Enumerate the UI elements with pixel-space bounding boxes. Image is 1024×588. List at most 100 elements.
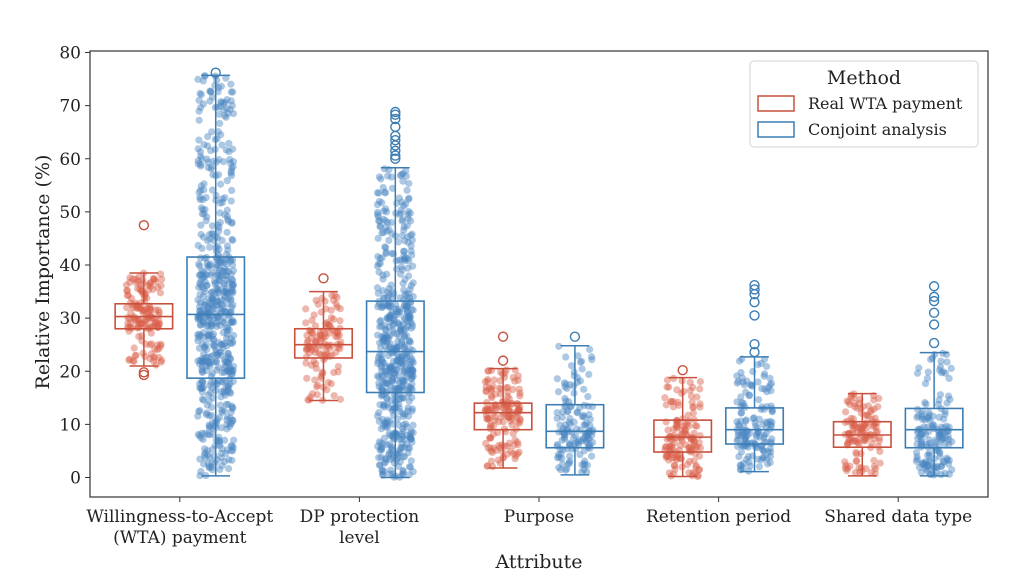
strip-point	[402, 292, 410, 300]
strip-point	[571, 440, 579, 448]
strip-point	[218, 408, 226, 416]
strip-point	[400, 302, 409, 310]
strip-point	[152, 277, 160, 286]
strip-point	[406, 463, 415, 471]
strip-point	[387, 363, 396, 371]
outlier-point	[928, 281, 940, 292]
strip-point	[385, 470, 394, 478]
strip-point	[767, 448, 775, 456]
strip-point	[224, 294, 232, 302]
strip-point	[484, 375, 492, 384]
strip-point	[202, 353, 211, 361]
strip-point	[406, 352, 414, 361]
strip-point	[133, 304, 141, 313]
strip-point	[219, 158, 228, 166]
strip-point	[208, 322, 216, 330]
strip-point	[408, 372, 416, 380]
strip-point	[321, 333, 330, 341]
strip-point	[671, 454, 679, 462]
strip-point	[218, 307, 226, 316]
strip-point	[395, 305, 403, 313]
strip-point	[496, 444, 504, 452]
strip-point	[924, 461, 932, 470]
strip-point	[848, 437, 857, 446]
strip-point	[376, 254, 384, 263]
strip-point	[196, 360, 204, 368]
strip-point	[745, 391, 754, 399]
strip-point	[196, 148, 205, 156]
strip-point	[390, 319, 398, 328]
strip-point	[566, 414, 574, 423]
strip-point	[194, 357, 202, 365]
strip-point	[582, 436, 590, 444]
strip-point	[204, 357, 213, 366]
strip-point	[381, 455, 390, 463]
strip-point	[495, 418, 503, 426]
strip-point	[918, 407, 926, 415]
strip-point	[203, 401, 211, 409]
strip-point	[400, 255, 409, 263]
strip-point	[228, 286, 236, 294]
strip-point	[381, 420, 389, 428]
strip-point	[917, 435, 925, 443]
strip-point	[206, 97, 214, 105]
strip-point	[937, 357, 945, 365]
strip-point	[375, 268, 383, 276]
strip-point	[203, 259, 211, 268]
strip-point	[400, 302, 409, 310]
strip-point	[850, 422, 858, 430]
strip-point	[227, 419, 236, 427]
strip-point	[752, 431, 761, 439]
strip-point	[227, 442, 235, 450]
strip-point	[386, 364, 394, 373]
strip-point	[760, 447, 768, 455]
strip-point	[668, 398, 676, 406]
strip-point	[487, 405, 496, 413]
strip-point	[379, 271, 387, 279]
strip-point	[766, 417, 774, 426]
strip-point	[396, 172, 405, 180]
strip-point	[135, 316, 143, 324]
strip-point	[409, 372, 417, 380]
strip-point	[387, 364, 396, 372]
strip-point	[222, 74, 230, 82]
strip-point	[394, 343, 402, 351]
strip-point	[378, 337, 387, 345]
strip-point	[583, 461, 592, 469]
strip-point	[399, 410, 407, 418]
strip-point	[407, 247, 415, 255]
strip-point	[941, 410, 949, 418]
strip-point	[384, 300, 392, 308]
strip-point	[204, 304, 212, 313]
box-group	[904, 281, 964, 479]
strip-point	[134, 284, 142, 293]
strip-point	[399, 247, 408, 255]
strip-point	[327, 306, 335, 314]
strip-point	[398, 339, 406, 347]
strip-point	[391, 312, 399, 320]
strip-point	[555, 453, 563, 461]
strip-point	[375, 454, 383, 462]
strip-point	[204, 264, 212, 272]
strip-point	[214, 171, 223, 179]
strip-point	[554, 451, 562, 459]
strip-point	[194, 337, 202, 345]
strip-point	[139, 287, 147, 295]
strip-point	[208, 411, 216, 420]
strip-point	[229, 281, 237, 289]
strip-point	[383, 401, 392, 409]
strip-point	[205, 421, 213, 429]
strip-point	[912, 457, 921, 465]
strip-point	[396, 294, 404, 302]
strip-point	[194, 145, 202, 153]
strip-point	[566, 457, 574, 465]
strip-point	[315, 349, 324, 358]
strip-point	[141, 352, 149, 361]
strip-point	[204, 262, 212, 270]
strip-point	[214, 128, 222, 136]
strip-point	[195, 136, 203, 144]
strip-point	[401, 275, 409, 284]
strip-point	[146, 280, 154, 288]
strip-point	[378, 373, 387, 381]
strip-point	[224, 382, 232, 390]
